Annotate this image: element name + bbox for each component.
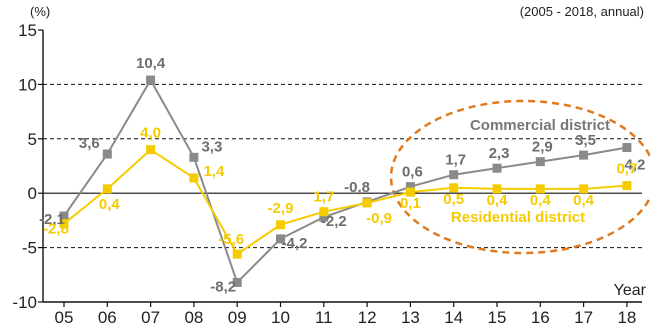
data-label: 4,0	[140, 125, 161, 142]
data-label: 1,4	[203, 163, 225, 180]
data-point-marker	[189, 173, 199, 183]
y-tick-label: 10	[18, 75, 37, 94]
data-label: 10,4	[136, 55, 166, 72]
data-label: -0,8	[344, 179, 370, 196]
data-label: 4,2	[624, 157, 645, 174]
data-point-marker	[276, 220, 285, 230]
data-point-marker	[449, 183, 459, 193]
unit-label: (%)	[30, 4, 50, 19]
data-point-marker	[405, 187, 415, 197]
data-label: 0,4	[530, 192, 552, 209]
x-tick-label: 06	[98, 308, 117, 326]
x-tick-label: 08	[184, 308, 203, 326]
x-tick-label: 12	[358, 308, 377, 326]
annotations	[389, 99, 650, 255]
x-tick-label: 11	[315, 308, 333, 326]
y-tick-label: 15	[18, 21, 37, 40]
highlight-ellipse	[389, 99, 650, 255]
data-label: -0,9	[366, 210, 392, 227]
x-tick-label: 10	[271, 308, 290, 326]
y-tick-label: -5	[22, 239, 37, 258]
period-note: (2005 - 2018, annual)	[520, 4, 644, 19]
data-label: 0,7	[616, 161, 637, 178]
data-point-marker	[492, 184, 502, 194]
data-label: 0,1	[400, 195, 421, 212]
x-tick-label: 13	[401, 308, 420, 326]
data-point-marker	[102, 184, 112, 194]
data-point-marker	[146, 145, 156, 155]
data-point-marker	[579, 184, 589, 194]
data-point-marker	[449, 170, 459, 180]
x-tick-label: 17	[574, 308, 593, 326]
x-tick-label: 09	[228, 308, 247, 326]
data-point-marker	[362, 198, 372, 208]
data-point-marker	[319, 212, 329, 222]
data-label: 0,5	[443, 191, 464, 208]
data-point-marker	[146, 75, 156, 85]
data-point-marker	[405, 182, 415, 192]
data-point-marker	[232, 249, 242, 259]
data-point-marker	[622, 143, 632, 153]
series-name-residential: Residential district	[451, 209, 585, 226]
axes: 15 10 5 0 -5 -10 05 06 07 08 09 10 11 12 13 14 15 16 17 18	[12, 21, 642, 326]
series-name-commercial: Commercial district	[470, 117, 610, 134]
x-tick-label: 16	[531, 308, 550, 326]
x-tick-label: 18	[617, 308, 636, 326]
data-point-marker	[276, 234, 285, 244]
data-point-marker	[59, 219, 69, 229]
series-line	[63, 148, 627, 256]
x-tick-label: 07	[141, 308, 160, 326]
x-tick-label: 05	[55, 308, 74, 326]
data-label: -8,2	[210, 278, 236, 295]
data-point-marker	[232, 277, 242, 287]
series	[59, 75, 632, 287]
x-tick-label: 14	[444, 308, 463, 326]
data-point-marker	[59, 211, 69, 221]
data-label: 0,4	[487, 192, 509, 209]
data-label: 2,3	[489, 145, 510, 162]
data-point-marker	[622, 181, 632, 191]
data-label: -2,2	[321, 213, 347, 230]
data-point-marker	[535, 157, 545, 167]
data-point-marker	[319, 207, 329, 217]
data-point-marker	[579, 150, 589, 160]
y-tick-label: 5	[28, 130, 37, 149]
data-label: -2,8	[43, 221, 69, 238]
x-axis-label: Year	[614, 282, 647, 299]
data-label: 1,7	[313, 189, 334, 206]
data-label: -4,2	[282, 235, 308, 252]
data-point-marker	[535, 184, 545, 194]
series-line	[63, 79, 628, 284]
data-label: 0,4	[99, 196, 121, 213]
data-point-marker	[189, 152, 199, 162]
data-label: 3,3	[201, 138, 222, 155]
data-label: -5,6	[218, 231, 244, 248]
data-label: 3,5	[575, 132, 596, 149]
data-labels: -2,1 3,6 10,4 3,3 -8,2 -4,2 -2,2 -0,8 0,6 1,7 2,3 2…	[39, 55, 645, 295]
data-label: 0,4	[573, 192, 595, 209]
data-label: 3,6	[79, 135, 100, 152]
data-label: -2,9	[268, 200, 294, 217]
x-tick-label: 15	[488, 308, 507, 326]
y-tick-label: -10	[12, 293, 37, 312]
y-tick-label: 0	[28, 184, 37, 203]
data-label: 1,7	[445, 152, 466, 169]
data-label: 0,6	[402, 164, 423, 181]
data-point-marker	[492, 163, 502, 173]
data-point-marker	[102, 149, 112, 159]
data-label: 2,9	[532, 139, 553, 156]
data-label: -2,1	[39, 211, 65, 228]
